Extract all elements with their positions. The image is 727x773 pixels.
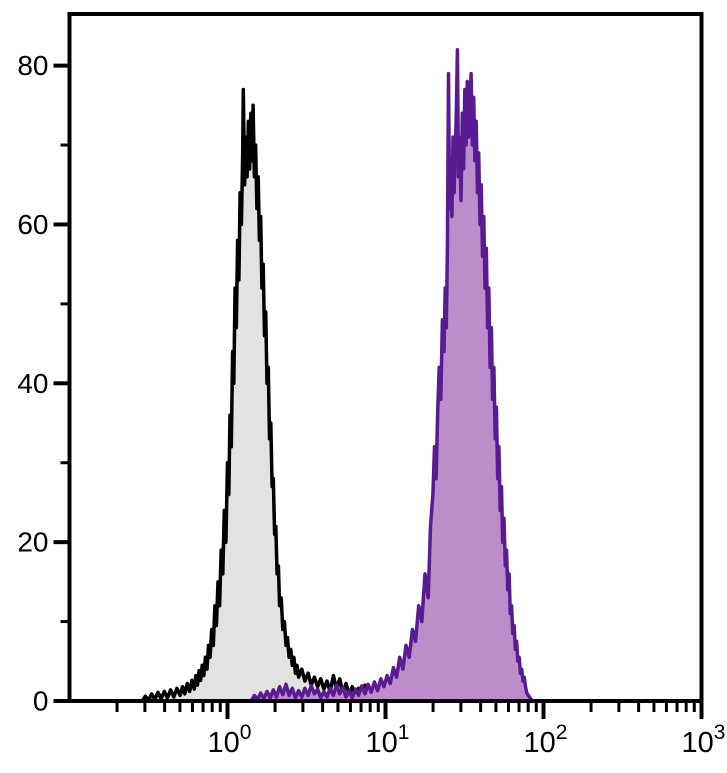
- x-axis-tick-label: 103: [682, 721, 726, 759]
- y-axis-tick-label: 20: [17, 527, 48, 558]
- stained-histogram-outline: [249, 47, 535, 703]
- y-axis-tick-label: 80: [17, 50, 48, 81]
- x-axis-tick-label: 102: [524, 721, 568, 759]
- y-axis-tick-label: 0: [33, 686, 49, 717]
- y-axis-tick-label: 40: [17, 368, 48, 399]
- y-axis-tick-label: 60: [17, 209, 48, 240]
- x-axis: 100 101 102 103: [115, 702, 726, 759]
- stained-histogram-fill: [251, 49, 533, 701]
- unstained-control-histogram-fill: [142, 89, 388, 701]
- y-axis: 0 20 40 60 80: [17, 50, 68, 717]
- x-axis-tick-label: 100: [208, 721, 252, 759]
- x-axis-tick-label: 101: [366, 721, 410, 759]
- unstained-control-histogram-outline: [140, 87, 389, 703]
- series-layer: [140, 47, 535, 703]
- plot-frame: [67, 12, 704, 703]
